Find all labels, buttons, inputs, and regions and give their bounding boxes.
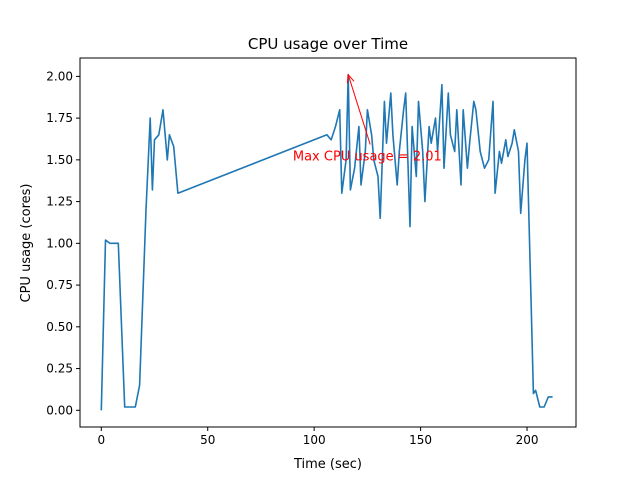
x-tick-label: 50: [200, 433, 215, 447]
annotation-arrowhead: [346, 73, 355, 84]
annotation-label: Max CPU usage = 2.01: [293, 150, 442, 165]
cpu-usage-line: [100, 73, 553, 411]
y-tick-label: 0.25: [46, 362, 73, 376]
plot-frame: [79, 57, 577, 428]
y-tick-label: 2.00: [46, 69, 73, 83]
y-axis-label: CPU usage (cores): [19, 184, 34, 303]
y-tick-label: 1.50: [46, 153, 73, 167]
x-tick-label: 150: [409, 433, 432, 447]
x-axis-label: Time (sec): [293, 457, 362, 472]
x-tick-label: 0: [97, 433, 105, 447]
x-tick-label: 200: [516, 433, 539, 447]
y-tick-label: 0.50: [46, 320, 73, 334]
y-tick-label: 1.75: [46, 111, 73, 125]
y-tick-label: 1.25: [46, 195, 73, 209]
y-tick-label: 0.00: [46, 403, 73, 417]
y-axis-ticks: 0.00 0.25 0.50 0.75 1.00 1.25 1.50 1.75 2.00: [46, 69, 80, 417]
plot-area: [100, 73, 553, 411]
y-tick-label: 0.75: [46, 278, 73, 292]
y-tick-label: 1.00: [46, 236, 73, 250]
x-tick-label: 100: [303, 433, 326, 447]
annotation: Max CPU usage = 2.01: [293, 73, 442, 165]
chart-title: CPU usage over Time: [248, 35, 408, 53]
annotation-arrow: [347, 74, 371, 145]
x-axis-ticks: 0 50 100 150 200: [97, 427, 538, 447]
